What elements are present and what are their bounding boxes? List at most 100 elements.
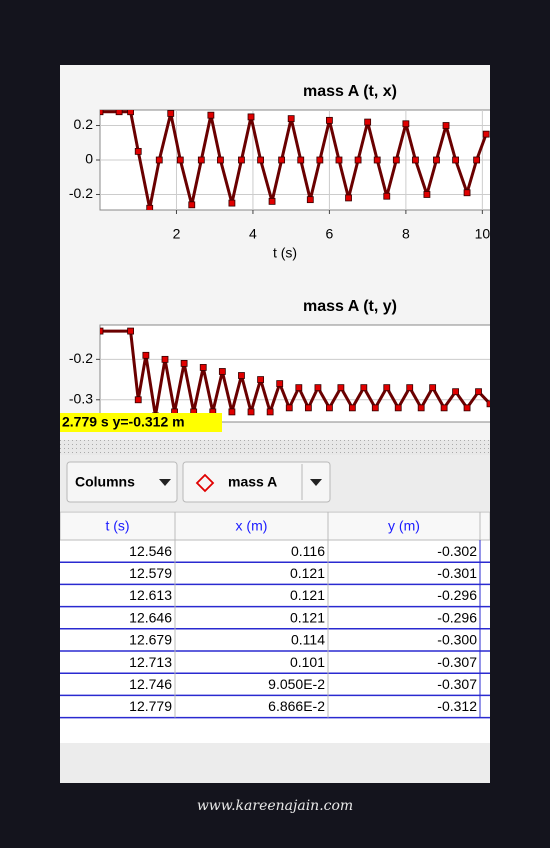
data-point: [335, 156, 343, 164]
data-point: [127, 110, 134, 116]
app-panel: Columns mass A mass A (t, x) 0.2 0 -0.2 2 4 6 8…: [60, 65, 491, 783]
cell: 0.114: [291, 632, 325, 648]
y-tick-label: 0.2: [74, 116, 94, 132]
data-point: [127, 327, 134, 335]
cell: -0.307: [437, 654, 477, 670]
data-point: [238, 156, 245, 164]
cell: -0.302: [437, 543, 477, 559]
data-point: [180, 359, 188, 367]
y-tick-label: -0.2: [69, 350, 93, 366]
data-point: [364, 118, 372, 126]
data-point: [115, 110, 123, 116]
cell: 12.713: [129, 654, 172, 670]
cell: -0.296: [437, 609, 477, 625]
data-point: [142, 351, 150, 359]
data-point: [134, 396, 142, 404]
data-point: [383, 384, 391, 392]
cell: 0.121: [290, 565, 325, 581]
plot-clip: [100, 327, 490, 420]
x-tick-label: 10: [475, 226, 491, 242]
data-point: [440, 404, 448, 412]
cell: 0.101: [290, 654, 325, 670]
track-icon: [195, 473, 215, 493]
data-point: [257, 376, 264, 383]
data-point: [100, 110, 104, 116]
dropdown-arrow: [159, 479, 171, 486]
cell: -0.307: [437, 676, 477, 692]
data-point: [337, 384, 345, 392]
data-point: [197, 156, 205, 164]
data-point: [247, 408, 255, 416]
status-bar: [60, 743, 490, 783]
track-label: mass A: [228, 474, 277, 490]
data-point: [306, 196, 314, 204]
cell: 0.121: [290, 609, 325, 625]
data-point: [276, 380, 284, 388]
x-tick-label: 2: [173, 226, 181, 242]
data-point: [188, 201, 196, 209]
data-point: [345, 194, 352, 202]
data-point: [268, 197, 276, 205]
data-point: [373, 156, 381, 164]
data-point: [354, 156, 362, 164]
cell: 0.121: [290, 587, 325, 603]
divider[interactable]: [60, 440, 490, 455]
data-point: [326, 116, 333, 124]
data-point: [394, 404, 402, 412]
cell: 12.646: [129, 609, 172, 625]
data-point: [295, 384, 303, 392]
cell: 12.579: [129, 565, 172, 581]
data-point: [304, 404, 312, 412]
data-point: [155, 156, 163, 164]
plot-clip: [100, 110, 490, 210]
cell: -0.296: [437, 587, 477, 603]
data-point: [100, 327, 104, 335]
table-bg: [60, 511, 490, 743]
data-point: [383, 192, 391, 200]
data-point: [392, 156, 400, 164]
y-tick-label: 0: [85, 151, 93, 167]
x-tick-label: 4: [249, 226, 257, 242]
track-button[interactable]: [182, 461, 331, 503]
cell: 12.613: [129, 587, 172, 603]
columns-button[interactable]: [66, 461, 178, 503]
readout-bg: [60, 413, 222, 432]
data-point: [452, 388, 459, 396]
cell: 9.050E-2: [268, 676, 325, 692]
x-tick-label: 8: [402, 226, 410, 242]
data-point: [486, 400, 490, 408]
data-point: [199, 364, 207, 371]
cell: -0.312: [437, 698, 477, 714]
plot-area: [99, 324, 490, 423]
data-point: [423, 191, 431, 198]
y-tick-label: -0.2: [69, 185, 93, 201]
data-point: [433, 156, 440, 164]
watermark: www.kareenajain.com: [197, 798, 353, 814]
cell: -0.301: [437, 565, 477, 581]
data-point: [297, 156, 305, 164]
column-header: x (m): [236, 518, 268, 534]
data-point: [278, 156, 286, 164]
data-point: [247, 113, 255, 121]
data-point: [257, 156, 264, 164]
chart-title: mass A (t, y): [303, 298, 397, 315]
data-point: [207, 111, 215, 119]
data-point: [314, 384, 322, 392]
cell: 12.746: [129, 676, 172, 692]
data-point: [371, 404, 379, 412]
data-point: [406, 384, 414, 392]
data-point: [228, 199, 236, 207]
data-point: [442, 122, 450, 129]
data-point: [463, 404, 471, 412]
data-point: [228, 408, 236, 416]
data-point: [482, 130, 490, 138]
data-point: [266, 408, 274, 416]
data-point: [326, 404, 333, 412]
cell: 0.116: [291, 543, 325, 559]
data-point: [161, 355, 169, 363]
y-tick-label: -0.3: [69, 390, 93, 406]
cell: 12.546: [129, 543, 172, 559]
cell: 12.679: [129, 632, 172, 648]
data-point: [167, 110, 175, 117]
